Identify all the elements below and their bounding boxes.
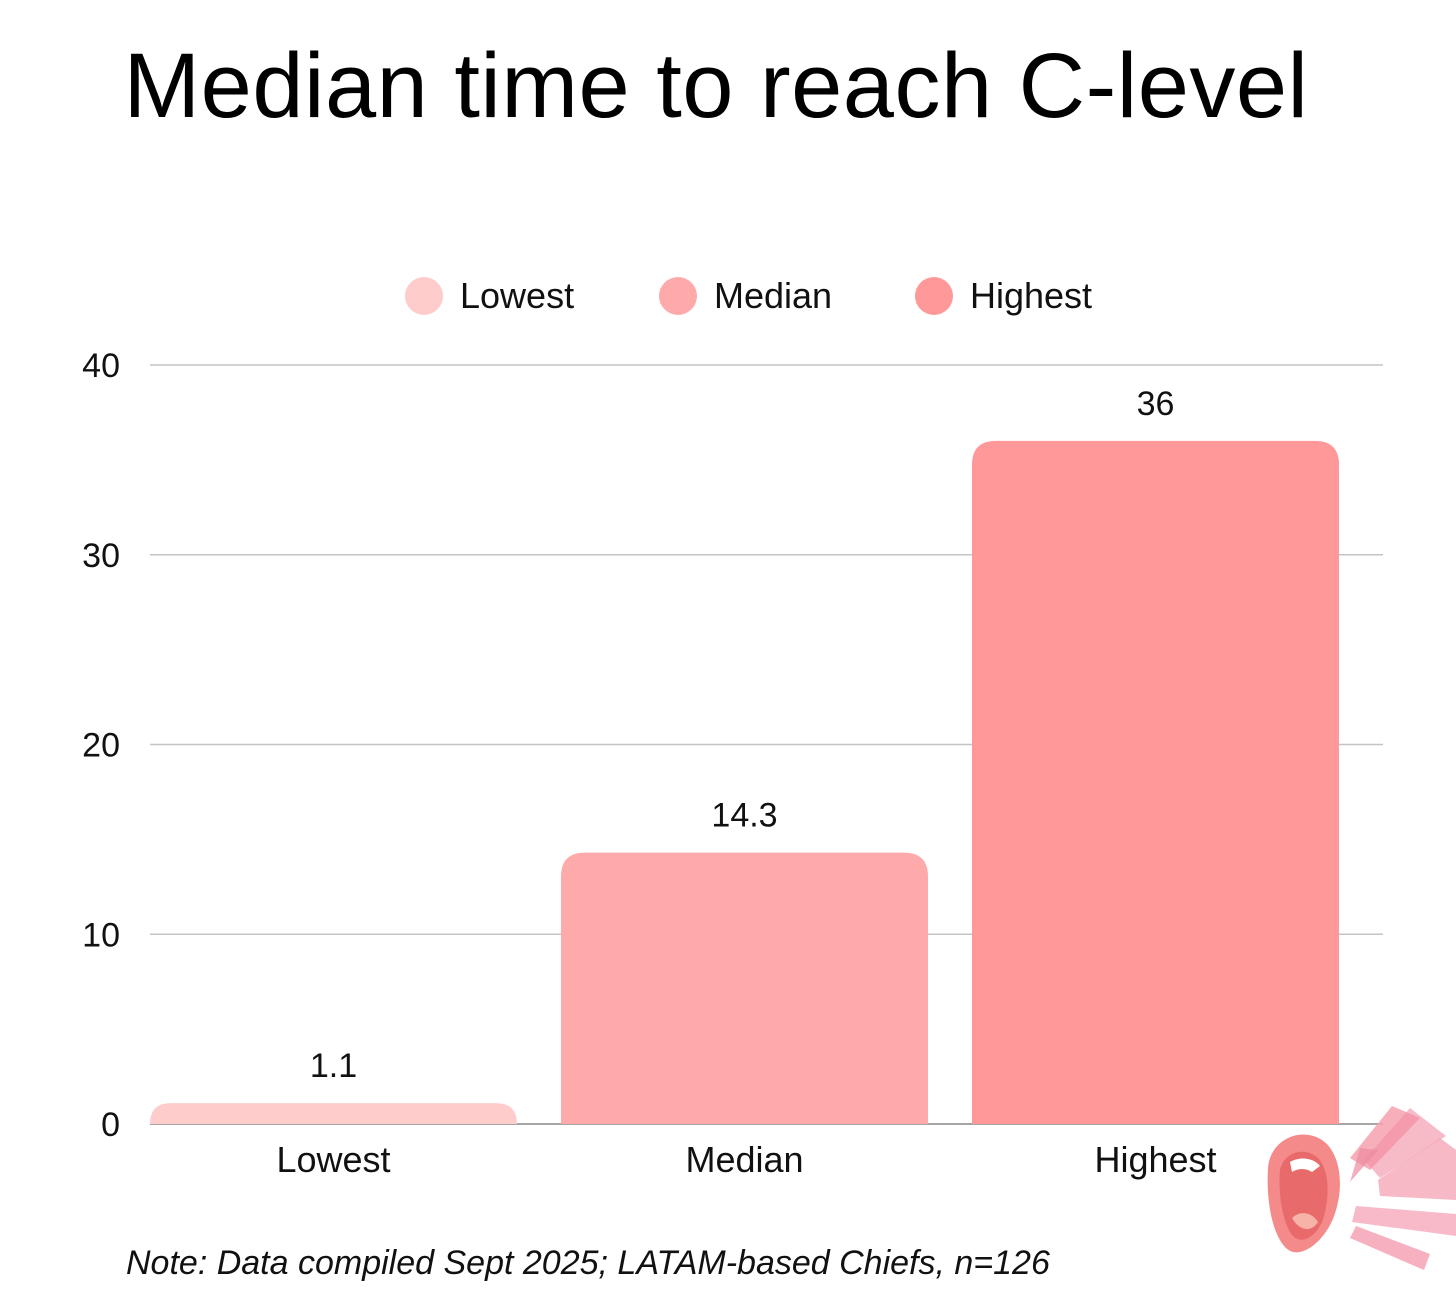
x-tick-label: Median <box>685 1139 803 1180</box>
y-tick-label: 40 <box>82 347 120 385</box>
x-tick-label: Highest <box>1094 1139 1216 1180</box>
legend-label: Lowest <box>460 275 574 316</box>
legend-label: Highest <box>970 275 1092 316</box>
data-label: 14.3 <box>711 797 777 835</box>
y-tick-label: 30 <box>82 537 120 575</box>
bar-highest <box>972 440 1339 1124</box>
legend-swatch <box>659 277 697 315</box>
data-label: 36 <box>1137 385 1175 423</box>
y-axis-ticks: 0 10 20 30 40 <box>82 347 120 1144</box>
bar-median <box>561 852 928 1124</box>
legend: Lowest Median Highest <box>405 275 1092 316</box>
y-tick-label: 0 <box>101 1106 120 1144</box>
chart-note: Note: Data compiled Sept 2025; LATAM-bas… <box>126 1244 1050 1282</box>
y-tick-label: 20 <box>82 727 120 765</box>
x-axis-ticks: Lowest Median Highest <box>276 1139 1216 1180</box>
legend-swatch <box>915 277 953 315</box>
bar-lowest <box>150 1103 517 1124</box>
legend-swatch <box>405 277 443 315</box>
y-tick-label: 10 <box>82 916 120 954</box>
data-label: 1.1 <box>310 1047 357 1085</box>
chart-title: Median time to reach C-level <box>123 35 1309 137</box>
shouting-mouth-icon <box>1267 1106 1456 1270</box>
legend-label: Median <box>714 275 832 316</box>
bars <box>150 440 1339 1124</box>
x-tick-label: Lowest <box>276 1139 390 1180</box>
data-labels: 1.1 14.3 36 <box>310 385 1175 1085</box>
